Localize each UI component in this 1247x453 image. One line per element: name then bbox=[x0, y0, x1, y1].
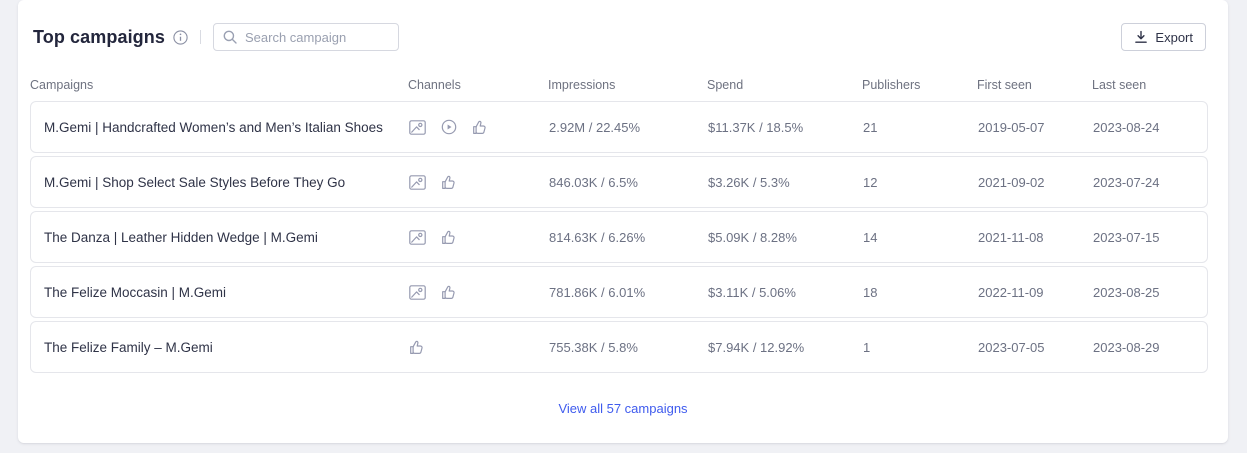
campaign-name[interactable]: M.Gemi | Handcrafted Women’s and Men’s I… bbox=[44, 119, 383, 135]
column-header-last-seen: Last seen bbox=[1092, 78, 1147, 92]
publishers-cell: 18 bbox=[863, 284, 878, 300]
table-row[interactable]: The Felize Moccasin | M.Gemi 781.86K / 6… bbox=[30, 266, 1208, 318]
search-box[interactable] bbox=[213, 23, 399, 51]
spend-cell: $3.26K / 5.3% bbox=[708, 174, 790, 190]
publishers-cell: 14 bbox=[863, 229, 878, 245]
column-header-channels: Channels bbox=[408, 78, 461, 92]
impressions-cell: 846.03K / 6.5% bbox=[549, 174, 638, 190]
card-header: Top campaigns bbox=[18, 0, 1228, 51]
thumbs-up-icon bbox=[472, 119, 489, 135]
column-header-campaigns: Campaigns bbox=[30, 78, 94, 92]
first-seen-cell: 2021-09-02 bbox=[978, 174, 1045, 190]
last-seen-cell: 2023-08-24 bbox=[1093, 119, 1160, 135]
spend-cell: $5.09K / 8.28% bbox=[708, 229, 797, 245]
export-button-label: Export bbox=[1155, 29, 1193, 45]
thumbs-up-icon bbox=[441, 284, 458, 300]
thumbs-up-icon bbox=[441, 229, 458, 245]
spend-cell: $7.94K / 12.92% bbox=[708, 339, 805, 355]
last-seen-cell: 2023-08-29 bbox=[1093, 339, 1160, 355]
last-seen-cell: 2023-07-24 bbox=[1093, 174, 1160, 190]
thumbs-up-icon bbox=[409, 339, 426, 355]
table-row[interactable]: M.Gemi | Handcrafted Women’s and Men’s I… bbox=[30, 101, 1208, 153]
thumbs-up-icon bbox=[441, 174, 458, 190]
info-icon[interactable] bbox=[173, 29, 188, 45]
campaign-name[interactable]: The Felize Family – M.Gemi bbox=[44, 339, 213, 355]
first-seen-cell: 2021-11-08 bbox=[978, 229, 1044, 245]
search-input[interactable] bbox=[245, 29, 390, 45]
table-row[interactable]: M.Gemi | Shop Select Sale Styles Before … bbox=[30, 156, 1208, 208]
table-row[interactable]: The Danza | Leather Hidden Wedge | M.Gem… bbox=[30, 211, 1208, 263]
image-icon bbox=[409, 229, 426, 245]
publishers-cell: 21 bbox=[863, 119, 878, 135]
publishers-cell: 12 bbox=[863, 174, 878, 190]
search-icon bbox=[222, 29, 238, 45]
impressions-cell: 2.92M / 22.45% bbox=[549, 119, 641, 135]
first-seen-cell: 2022-11-09 bbox=[978, 284, 1044, 300]
video-play-icon bbox=[441, 119, 457, 135]
impressions-cell: 781.86K / 6.01% bbox=[549, 284, 646, 300]
campaign-name[interactable]: The Danza | Leather Hidden Wedge | M.Gem… bbox=[44, 229, 318, 245]
first-seen-cell: 2023-07-05 bbox=[978, 339, 1045, 355]
publishers-cell: 1 bbox=[863, 339, 871, 355]
image-icon bbox=[409, 284, 426, 300]
page-title: Top campaigns bbox=[33, 26, 165, 47]
channels-cell bbox=[409, 229, 549, 245]
channels-cell bbox=[409, 119, 549, 135]
last-seen-cell: 2023-07-15 bbox=[1093, 229, 1160, 245]
table-row[interactable]: The Felize Family – M.Gemi 755.38K / 5.8… bbox=[30, 321, 1208, 373]
impressions-cell: 755.38K / 5.8% bbox=[549, 339, 638, 355]
first-seen-cell: 2019-05-07 bbox=[978, 119, 1045, 135]
last-seen-cell: 2023-08-25 bbox=[1093, 284, 1160, 300]
download-icon bbox=[1134, 30, 1148, 44]
impressions-cell: 814.63K / 6.26% bbox=[549, 229, 646, 245]
channels-cell bbox=[409, 174, 549, 190]
column-header-first-seen: First seen bbox=[977, 78, 1032, 92]
column-header-impressions: Impressions bbox=[548, 78, 616, 92]
campaign-name[interactable]: The Felize Moccasin | M.Gemi bbox=[44, 284, 227, 300]
top-campaigns-card: Top campaigns bbox=[18, 0, 1228, 443]
table-header: Campaigns Channels Impressions Spend Publish… bbox=[30, 78, 1208, 92]
image-icon bbox=[409, 119, 426, 135]
export-button[interactable]: Export bbox=[1121, 23, 1206, 51]
channels-cell bbox=[409, 284, 549, 300]
campaign-name[interactable]: M.Gemi | Shop Select Sale Styles Before … bbox=[44, 174, 346, 190]
column-header-spend: Spend bbox=[707, 78, 744, 92]
spend-cell: $3.11K / 5.06% bbox=[708, 284, 796, 300]
column-header-publishers: Publishers bbox=[862, 78, 921, 92]
table-body: M.Gemi | Handcrafted Women’s and Men’s I… bbox=[30, 101, 1208, 373]
image-icon bbox=[409, 174, 426, 190]
view-all-campaigns-link[interactable]: View all 57 campaigns bbox=[558, 401, 688, 416]
channels-cell bbox=[409, 339, 549, 355]
header-divider bbox=[200, 30, 201, 44]
table-footer: View all 57 campaigns bbox=[18, 376, 1228, 418]
spend-cell: $11.37K / 18.5% bbox=[708, 119, 804, 135]
